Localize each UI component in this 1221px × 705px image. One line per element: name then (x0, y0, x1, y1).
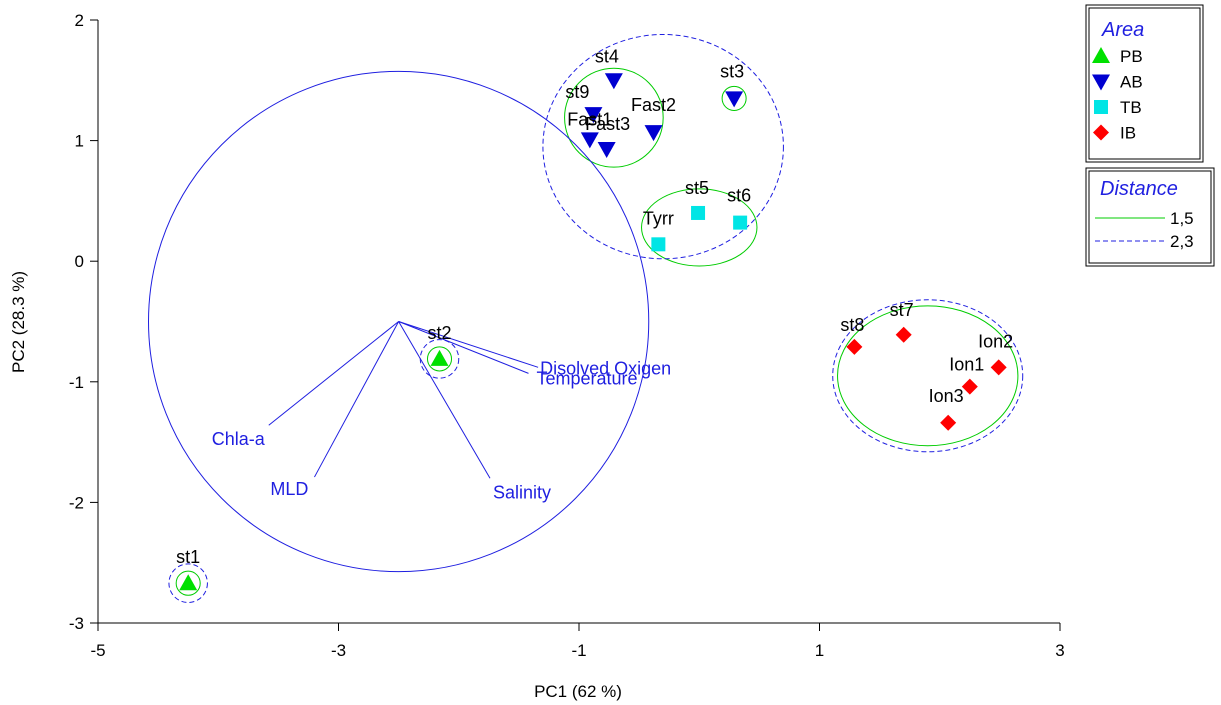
point-label: st5 (685, 178, 709, 198)
vector-line (314, 321, 400, 478)
legend-marker-pb (1092, 47, 1110, 63)
legend-distance-label: 1,5 (1170, 209, 1194, 228)
point-ab (604, 73, 623, 90)
legend-marker-ib (1093, 124, 1109, 141)
point-label: st1 (176, 547, 200, 567)
legend: Area PB AB TB IB Distance 1,5 2,3 (1085, 4, 1215, 267)
y-tick-label: 1 (75, 132, 84, 151)
point-ab (644, 125, 663, 142)
legend-distance-box-inner (1088, 170, 1212, 264)
vector-line (398, 321, 539, 368)
legend-marker-ab (1092, 74, 1110, 91)
y-tick-label: 2 (75, 11, 84, 30)
y-axis-title: PC2 (28.3 %) (9, 271, 28, 373)
point-label: Fast3 (585, 114, 630, 134)
legend-label: IB (1120, 124, 1136, 143)
x-tick-label: 1 (815, 641, 824, 660)
point-pb (179, 574, 198, 591)
correlation-circle (148, 70, 650, 573)
point-tb (691, 205, 706, 220)
legend-label: PB (1120, 47, 1143, 66)
cluster-outline-2-3 (542, 33, 784, 260)
cluster-outlines (168, 33, 1024, 603)
point-label: Fast2 (631, 95, 676, 115)
point-tb (651, 237, 666, 252)
vector-line (268, 321, 399, 426)
point-label: st9 (565, 82, 589, 102)
point-label: Ion3 (929, 386, 964, 406)
vector-label: Chla-a (212, 429, 266, 449)
legend-distance-box (1085, 167, 1215, 267)
y-tick-label: -3 (69, 614, 84, 633)
point-label: st3 (720, 61, 744, 81)
x-tick-label: -1 (571, 641, 586, 660)
legend-label: TB (1120, 98, 1142, 117)
point-label: Ion1 (949, 355, 984, 375)
cluster-outline-1-5 (641, 188, 758, 267)
point-ab (597, 142, 616, 159)
cluster-outline-1-5 (721, 85, 747, 111)
legend-distance-title: Distance (1100, 178, 1178, 200)
point-ib (990, 359, 1007, 376)
point-label: Ion2 (978, 331, 1013, 351)
x-tick-label: -5 (90, 641, 105, 660)
vector-label: Salinity (493, 482, 551, 502)
cluster-outline-1-5 (175, 570, 201, 596)
cluster-outline-1-5 (564, 67, 664, 168)
point-tb (733, 215, 748, 230)
y-tick-label: -2 (69, 493, 84, 512)
point-ib (895, 326, 912, 343)
vector-line (398, 321, 491, 479)
cluster-outline-2-3 (168, 563, 208, 603)
vector-label: Disolved Oxigen (540, 358, 671, 378)
x-axis-title: PC1 (62 %) (534, 682, 622, 701)
point-ib (940, 414, 957, 431)
point-label: st4 (595, 46, 619, 66)
cluster-outline-1-5 (426, 346, 453, 372)
x-tick-label: 3 (1055, 641, 1064, 660)
vector-label: MLD (270, 479, 308, 499)
legend-area-title: Area (1101, 19, 1144, 41)
point-ab (725, 91, 744, 108)
point-label: st7 (890, 300, 914, 320)
legend-distance-label: 2,3 (1170, 232, 1194, 251)
legend-marker-tb (1094, 100, 1108, 114)
point-label: Fast1 (567, 109, 612, 129)
point-ib (846, 338, 863, 355)
vector-label: Temperature (536, 368, 637, 388)
cluster-outline-1-5 (837, 305, 1019, 447)
vector-line (398, 321, 529, 374)
point-ab (580, 132, 599, 149)
legend-area-box-inner (1088, 7, 1201, 160)
point-pb (430, 349, 449, 366)
x-tick-label: -3 (331, 641, 346, 660)
cluster-outline-2-3 (832, 299, 1024, 453)
axes: -5 -3 -1 1 3 -3 -2 -1 0 1 2 (69, 11, 1065, 660)
point-label: st8 (840, 315, 864, 335)
point-label: st2 (428, 323, 452, 343)
point-label: Tyrr (643, 208, 674, 228)
point-ab (584, 107, 603, 124)
y-tick-label: 0 (75, 252, 84, 271)
legend-label: AB (1120, 73, 1143, 92)
point-label: st6 (727, 186, 751, 206)
point-ib (961, 378, 978, 395)
y-tick-label: -1 (69, 373, 84, 392)
